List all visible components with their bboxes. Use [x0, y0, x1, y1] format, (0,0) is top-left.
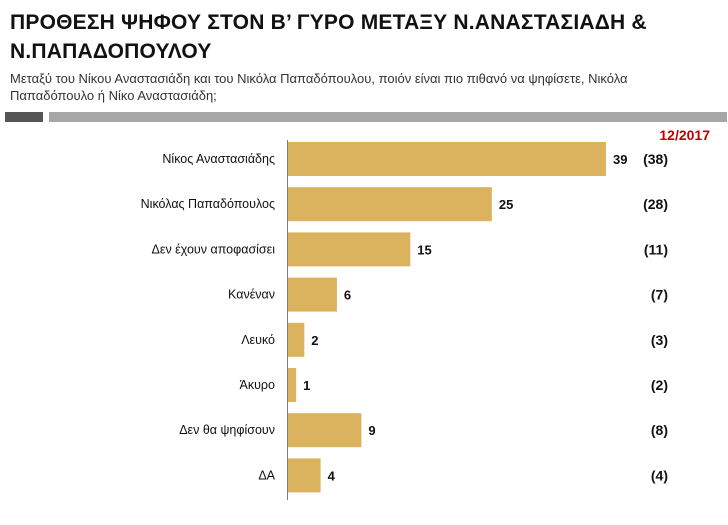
bar — [288, 368, 297, 402]
previous-value-label: (8) — [651, 422, 668, 438]
bar — [288, 413, 362, 448]
bar — [288, 322, 305, 357]
value-label: 9 — [368, 423, 375, 438]
bar — [288, 187, 492, 222]
bar — [288, 232, 411, 267]
category-label: ΔΑ — [258, 468, 275, 482]
category-label: Λευκό — [241, 333, 275, 347]
value-label: 1 — [303, 378, 310, 393]
previous-value-label: (11) — [644, 241, 668, 257]
bar — [288, 277, 337, 312]
category-label: Δεν θα ψηφίσουν — [179, 423, 275, 437]
period-label: 12/2017 — [659, 127, 710, 143]
previous-value-label: (7) — [651, 287, 668, 303]
category-label: Δεν έχουν αποφασίσει — [152, 242, 276, 256]
previous-value-label: (38) — [643, 151, 668, 167]
previous-value-label: (28) — [643, 196, 668, 212]
previous-value-label: (3) — [651, 332, 668, 348]
value-label: 39 — [613, 152, 627, 167]
question-subtitle: Μεταξύ του Νίκου Αναστασιάδη και του Νικ… — [10, 71, 628, 103]
page-title: ΠΡΟΘΕΣΗ ΨΗΦΟΥ ΣΤΟΝ Β’ ΓΥΡΟ ΜΕΤΑΞΥ Ν.ΑΝΑΣ… — [10, 11, 647, 63]
header-rule-dark — [5, 112, 43, 122]
category-label: Νικόλας Παπαδόπουλος — [141, 197, 275, 211]
value-label: 15 — [417, 242, 431, 257]
header-rule-light — [49, 112, 727, 122]
value-label: 2 — [311, 333, 318, 348]
value-label: 6 — [344, 288, 351, 303]
category-label: Κανέναν — [228, 288, 275, 302]
bars-layer: Νίκος Αναστασιάδης 39 (38) Νικόλας Παπαδόπο… — [141, 142, 668, 493]
value-label: 4 — [328, 468, 336, 483]
bar — [288, 458, 321, 493]
category-label: Νίκος Αναστασιάδης — [162, 152, 275, 166]
previous-value-label: (2) — [651, 377, 668, 393]
bar — [288, 142, 606, 176]
category-label: Άκυρο — [240, 378, 276, 392]
value-label: 25 — [499, 197, 513, 212]
previous-value-label: (4) — [651, 467, 668, 483]
